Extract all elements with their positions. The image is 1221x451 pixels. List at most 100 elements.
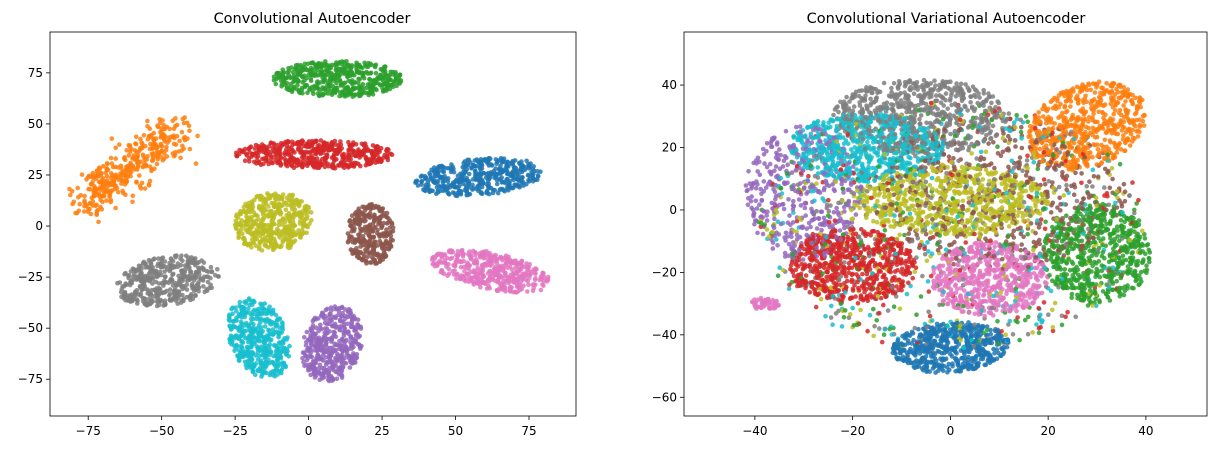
data-point [481,274,487,279]
data-point [175,301,180,306]
data-point [333,355,338,361]
data-point [341,66,346,71]
data-point [154,299,160,305]
data-point [255,326,261,331]
data-point [473,164,479,169]
data-point [443,176,449,182]
data-point [134,274,140,280]
data-point [156,256,161,261]
data-point [332,75,337,81]
data-point [926,289,932,294]
data-point [165,140,170,145]
data-point [457,176,463,182]
data-point [257,353,262,359]
data-point [341,324,347,330]
data-point [318,80,323,85]
data-point [174,133,180,139]
data-point [232,348,237,354]
data-point [320,310,325,316]
data-point [370,84,375,89]
data-point [315,352,321,358]
data-point [138,271,143,276]
data-point [164,154,170,159]
data-point [347,365,353,370]
data-point [289,139,295,145]
data-point [332,341,338,347]
data-point [352,217,358,223]
data-point [358,84,364,89]
data-point [328,353,334,359]
data-point [1023,173,1029,178]
data-point [73,210,78,216]
data-point [1097,274,1103,280]
data-point [426,182,431,188]
data-point [306,204,311,210]
data-point [464,187,470,193]
data-point [328,147,333,153]
data-point [309,354,315,360]
data-point [871,333,876,339]
data-point [252,299,257,305]
data-point [472,158,478,163]
data-point [82,193,87,199]
data-point [499,160,505,165]
data-point [339,371,344,377]
data-point [324,152,329,158]
data-point [520,175,525,180]
data-point [244,301,249,306]
data-point [303,353,308,358]
data-point [374,261,380,266]
data-point [149,158,155,164]
data-point [256,145,262,151]
data-point [458,264,464,270]
data-point [503,260,509,266]
data-point [138,136,143,142]
data-point [260,149,266,155]
data-point [309,148,315,154]
data-point [377,216,383,222]
data-point [770,246,776,251]
data-point [278,355,284,361]
data-point [312,366,318,371]
x-tick-label: 25 [374,424,389,438]
data-point [258,316,264,321]
data-point [300,231,305,237]
data-point [383,72,388,77]
data-point [280,339,286,345]
data-point [459,249,464,254]
data-point [109,161,115,166]
data-point [319,91,324,96]
data-point [161,122,166,128]
data-point [367,238,373,244]
data-point [326,378,332,384]
data-point [495,190,501,196]
data-point [282,152,288,157]
data-point [134,155,140,160]
data-point [302,335,307,340]
data-point [360,73,366,78]
data-point [270,319,275,325]
data-point [139,286,145,292]
data-point [495,159,500,165]
data-point [96,219,101,225]
data-point [961,309,966,314]
data-point [365,254,371,260]
data-point [338,365,343,371]
data-point [454,252,459,258]
data-point [823,314,828,319]
data-point [163,147,169,153]
data-point [526,163,532,168]
data-point [151,137,157,143]
data-point [167,293,172,298]
data-point [132,289,138,295]
data-point [306,349,311,354]
x-axis: −75 −50 −25 0 25 50 75 [76,416,537,438]
data-point [375,144,381,150]
data-point [428,175,434,181]
data-point [361,204,367,210]
data-point [347,218,353,223]
data-point [494,256,499,262]
data-point [169,265,175,271]
data-point [322,320,328,326]
data-point [481,249,487,255]
